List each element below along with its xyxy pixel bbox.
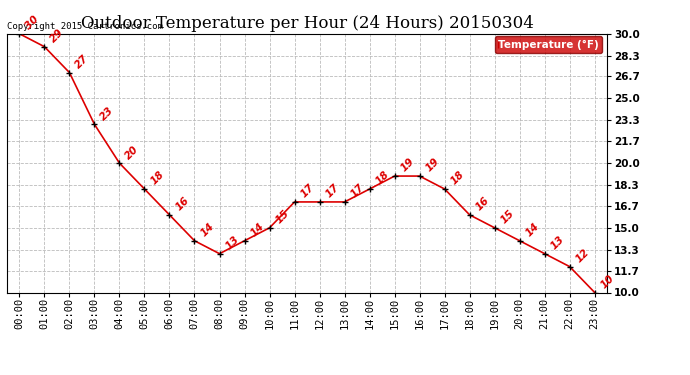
Text: 30: 30 [23,14,41,32]
Text: 13: 13 [549,234,566,252]
Text: 17: 17 [348,183,366,200]
Text: 19: 19 [424,157,441,174]
Text: Copyright 2015 Cartronics.com: Copyright 2015 Cartronics.com [7,22,163,31]
Text: 18: 18 [448,170,466,187]
Text: 16: 16 [174,195,191,213]
Text: 15: 15 [499,209,516,226]
Text: 27: 27 [74,53,91,70]
Title: Outdoor Temperature per Hour (24 Hours) 20150304: Outdoor Temperature per Hour (24 Hours) … [81,15,533,32]
Text: 12: 12 [574,247,591,264]
Text: 14: 14 [524,221,541,238]
Text: 14: 14 [248,221,266,238]
Text: 29: 29 [48,27,66,45]
Text: 16: 16 [474,195,491,213]
Text: 18: 18 [148,170,166,187]
Text: 13: 13 [224,234,241,252]
Text: 14: 14 [199,221,216,238]
Text: 18: 18 [374,170,391,187]
Text: 23: 23 [99,105,116,122]
Text: 17: 17 [299,183,316,200]
Text: 19: 19 [399,157,416,174]
Text: 17: 17 [324,183,341,200]
Text: 20: 20 [124,144,141,161]
Text: 15: 15 [274,209,291,226]
Text: 10: 10 [599,273,616,290]
Legend: Temperature (°F): Temperature (°F) [495,36,602,53]
